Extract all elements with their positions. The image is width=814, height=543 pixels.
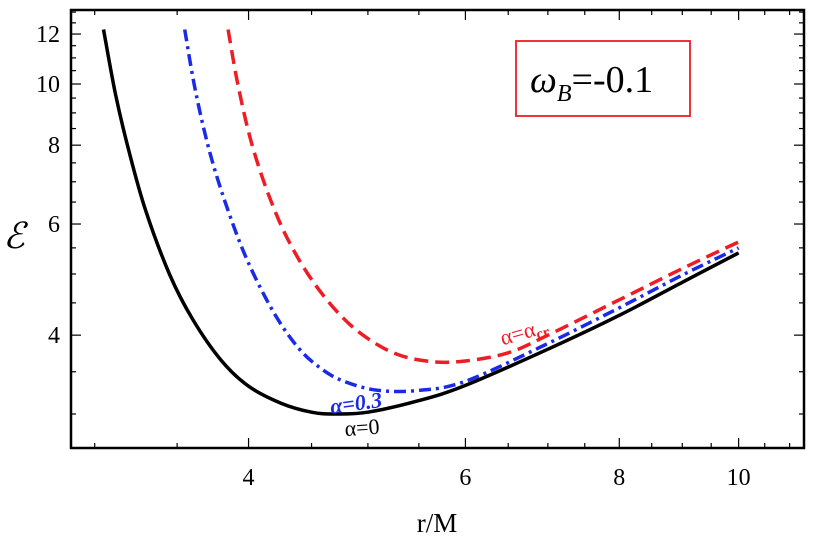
x-tick-label: 10 — [727, 465, 751, 491]
annotation-box: ωB=-0.1 — [515, 40, 691, 117]
plot-frame — [69, 8, 806, 450]
annotation-value: =-0.1 — [572, 59, 654, 101]
x-tick-label: 8 — [613, 465, 625, 491]
y-tick-label: 8 — [48, 133, 60, 159]
y-axis-ticks: 4 6 8 10 12 — [36, 11, 804, 415]
annotation-omega: ω — [530, 59, 557, 101]
y-tick-label: 10 — [36, 72, 60, 98]
series-labels: α=0α=0.3α=αcr — [328, 316, 552, 441]
annotation-border — [515, 40, 691, 117]
y-tick-label: 12 — [36, 22, 60, 48]
series-alpha-cr-line — [226, 29, 740, 365]
y-tick-label: 4 — [48, 323, 60, 349]
series-lines — [101, 29, 740, 416]
series-alpha-0.3-line — [182, 29, 740, 394]
series-alpha-0-label: α=0 — [344, 414, 381, 441]
annotation-subscript: B — [557, 81, 572, 107]
x-axis-ticks: 4 6 8 10 — [94, 10, 791, 491]
y-tick-label: 6 — [48, 212, 60, 238]
annotation-text: ωB=-0.1 — [530, 59, 653, 107]
x-tick-label: 4 — [243, 465, 255, 491]
x-tick-label: 6 — [459, 465, 471, 491]
series-alpha-0-line — [101, 29, 740, 416]
y-axis-label: ℰ — [3, 216, 28, 256]
x-axis-label: r/M — [417, 508, 458, 538]
